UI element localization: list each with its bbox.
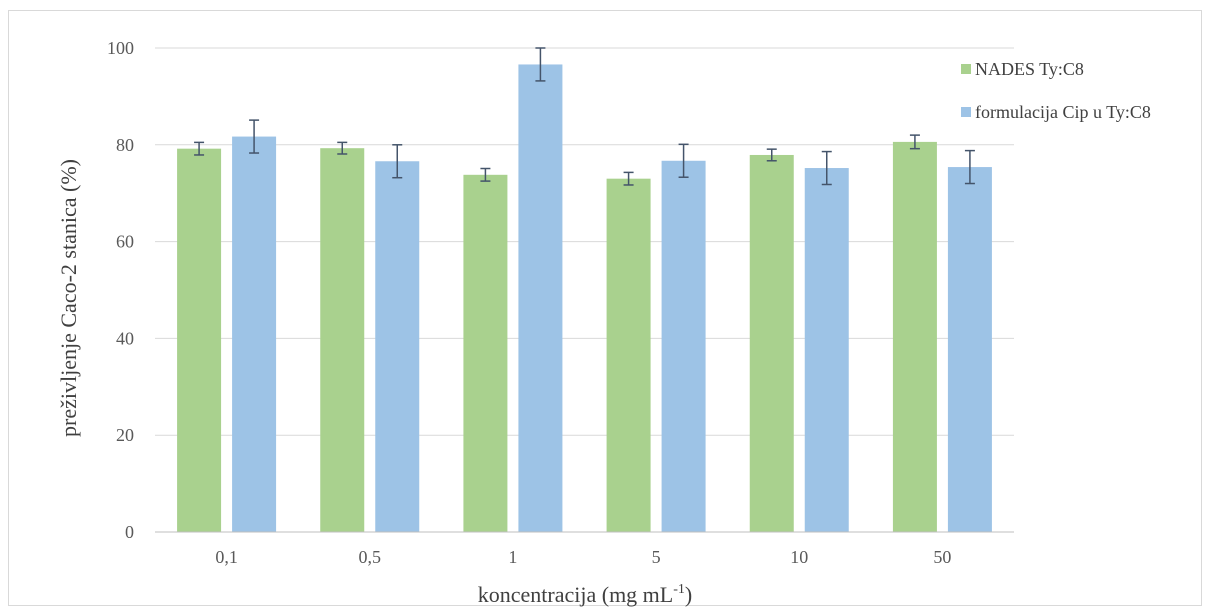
x-tick-label: 5 — [652, 547, 661, 567]
bar — [375, 161, 420, 533]
gridlines — [155, 47, 1014, 436]
x-axis-title: koncentracija (mg mL-1) — [478, 582, 692, 607]
legend-swatch-nades — [961, 64, 971, 74]
legend-label-nades: NADES Ty:C8 — [975, 59, 1084, 79]
bar — [463, 174, 508, 533]
bar — [661, 160, 706, 532]
x-axis-title-superscript: -1 — [673, 582, 685, 597]
legend-swatch-formulacija — [961, 107, 971, 117]
y-tick-labels: 0 20 40 60 80 100 — [107, 38, 134, 542]
bar — [892, 141, 937, 532]
x-tick-label: 50 — [933, 547, 951, 567]
y-tick-label: 0 — [125, 522, 134, 542]
error-bars — [194, 47, 975, 186]
bar — [518, 64, 563, 533]
y-tick-label: 60 — [116, 232, 134, 252]
bar — [606, 178, 651, 532]
legend-label-formulacija: formulacija Cip u Ty:C8 — [975, 102, 1151, 122]
bars — [177, 64, 992, 533]
bar — [947, 167, 992, 532]
bar — [177, 148, 222, 532]
x-tick-label: 0,1 — [215, 547, 238, 567]
bar — [804, 168, 849, 533]
bar — [749, 154, 794, 533]
bar — [320, 148, 365, 533]
y-axis-title: preživljenje Caco-2 stanica (%) — [56, 159, 81, 437]
y-tick-label: 40 — [116, 328, 134, 348]
x-tick-labels: 0,1 0,5 1 5 10 50 — [215, 547, 951, 567]
y-tick-label: 20 — [116, 425, 134, 445]
x-axis-title-main: koncentracija (mg mL — [478, 582, 673, 607]
x-tick-label: 1 — [508, 547, 517, 567]
bar — [232, 136, 277, 532]
x-tick-label: 10 — [790, 547, 808, 567]
x-tick-label: 0,5 — [359, 547, 382, 567]
legend: NADES Ty:C8 formulacija Cip u Ty:C8 — [961, 59, 1151, 122]
y-tick-label: 100 — [107, 38, 134, 58]
x-axis-title-end: ) — [685, 582, 692, 607]
y-tick-label: 80 — [116, 135, 134, 155]
